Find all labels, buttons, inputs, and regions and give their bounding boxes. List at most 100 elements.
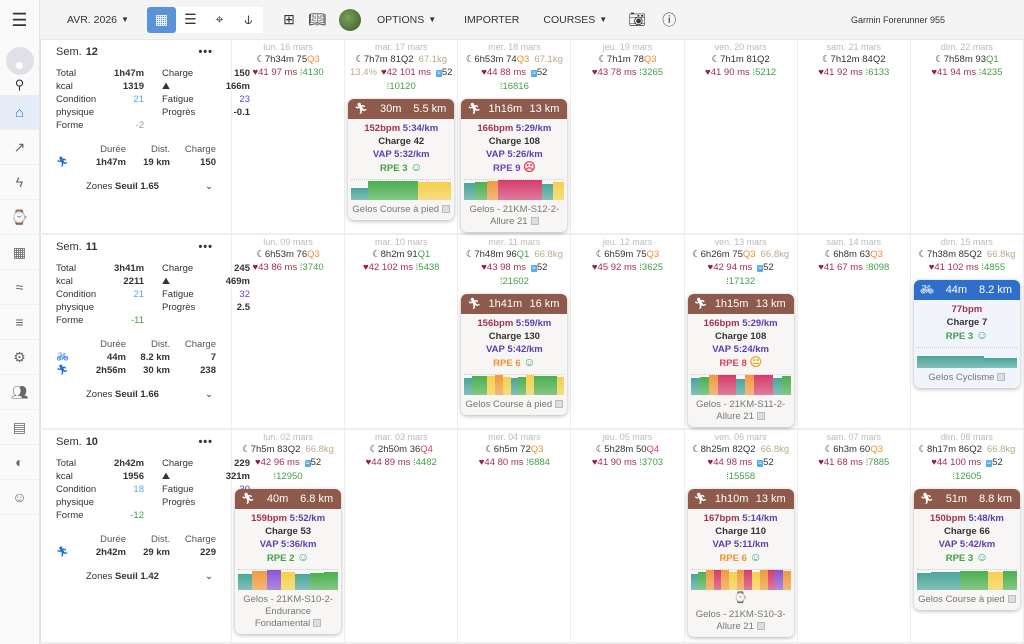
- bolt-icon[interactable]: ϟ: [0, 165, 39, 200]
- day-date: lun. 16 mars: [263, 42, 313, 52]
- day-cell[interactable]: ven. 20 mars ☾7h1m 81Q2 ♥41 90 ms ⁞5212: [685, 40, 798, 233]
- activity-card[interactable]: 🏃︎ 1h41m 16 km 156bpm 5:59/km Charge 130 V…: [461, 294, 568, 415]
- day-cell[interactable]: dim. 22 mars ☾7h58m 93Q1 ♥41 94 ms ⁞4235: [911, 40, 1024, 233]
- home-icon[interactable]: ⌂: [0, 95, 39, 130]
- face-icon[interactable]: ☺: [0, 480, 39, 515]
- zone-segment: [295, 574, 310, 590]
- day-cell[interactable]: lun. 02 mars ☾7h5m 83Q2 66.8kg ♥42 96 ms ≈…: [232, 430, 346, 642]
- list-search-icon[interactable]: ≡: [0, 305, 39, 340]
- map-icon[interactable]: [555, 400, 564, 409]
- chat-icon[interactable]: ▤: [0, 410, 39, 445]
- options-menu[interactable]: OPTIONS ▼: [377, 14, 436, 26]
- steps-value: 15558: [728, 471, 756, 482]
- schedule-icon[interactable]: ▦: [0, 235, 39, 270]
- settings-icon[interactable]: ⚙: [0, 340, 39, 375]
- steps-value: 4130: [302, 67, 324, 78]
- help-icon[interactable]: ⓘ: [662, 11, 677, 28]
- activity-card[interactable]: 🏃︎ 51m 8.8 km 150bpm 5:48/km Charge 66 VAP…: [913, 489, 1020, 610]
- courses-menu[interactable]: COURSES ▼: [543, 14, 607, 26]
- day-cell[interactable]: lun. 16 mars ☾7h34m 75Q3 ♥41 97 ms ⁞4130: [232, 40, 346, 233]
- activity-card[interactable]: 🏃︎ 40m 6.8 km 159bpm 5:52/km Charge 53 VAP…: [235, 489, 342, 634]
- heart-icon: ♥: [818, 67, 824, 78]
- chevron-down-icon[interactable]: ⌄: [205, 181, 213, 192]
- day-cell[interactable]: jeu. 05 mars ☾5h28m 50Q4 ♥41 90 ms ⁞3703: [571, 430, 685, 642]
- activity-card[interactable]: 🚲︎ 44m 8.2 km 77bpm Charge 7 RPE 3 ☺ Gelos…: [913, 280, 1020, 388]
- day-cell[interactable]: lun. 09 mars ☾6h53m 76Q3 ♥43 86 ms ⁞3740: [232, 235, 346, 428]
- activity-name[interactable]: Gelos - 21KM-S11-2-Allure 21: [696, 399, 786, 422]
- day-cell[interactable]: mar. 17 mars ☾7h7m 81Q2 67.1kg 13.4% ♥42 1…: [345, 40, 459, 233]
- map-icon[interactable]: [997, 373, 1006, 382]
- day-cell[interactable]: mer. 11 mars ☾7h48m 96Q1 66.8kg ♥43 98 ms…: [458, 235, 572, 428]
- forme-value: -11: [130, 315, 144, 326]
- activity-card[interactable]: 🏃︎ 1h16m 13 km 166bpm 5:29/km Charge 108 V…: [461, 99, 568, 232]
- activity-name[interactable]: Gelos Course à pied: [465, 399, 553, 410]
- group-icon[interactable]: 👥︎: [0, 375, 39, 410]
- grid-view-icon[interactable]: ▦: [146, 6, 176, 33]
- profile-photo[interactable]: [338, 8, 361, 31]
- chevron-down-icon[interactable]: ⌄: [205, 389, 213, 400]
- list-view-icon[interactable]: ☰: [184, 11, 197, 27]
- activity-name[interactable]: Gelos - 21KM-S10-3-Allure 21: [695, 609, 786, 632]
- more-icon[interactable]: •••: [198, 241, 213, 253]
- avg-pace: 5:48/km: [968, 513, 1004, 524]
- day-cell[interactable]: ven. 06 mars ☾8h25m 82Q2 66.8kg ♥44 98 ms…: [685, 430, 798, 642]
- camera-icon[interactable]: 📷︎: [628, 11, 647, 27]
- activity-card[interactable]: 🏃︎ 1h15m 13 km 166bpm 5:29/km Charge 108 V…: [687, 294, 794, 427]
- activity-name[interactable]: Gelos - 21KM-S10-2-Endurance Fondamental: [243, 594, 333, 629]
- menu-icon[interactable]: ☰: [11, 9, 28, 30]
- sleep-score: 63: [859, 249, 871, 260]
- day-cell[interactable]: jeu. 12 mars ☾6h59m 75Q3 ♥45 92 ms ⁞3625: [571, 235, 685, 428]
- map-icon[interactable]: [756, 412, 765, 421]
- heart-icon: ♥: [591, 262, 598, 273]
- book-icon[interactable]: 📖︎: [308, 11, 326, 27]
- day-cell[interactable]: mer. 18 mars ☾6h53m 74Q3 67.1kg ♥44 88 ms…: [458, 40, 572, 233]
- day-cell[interactable]: sam. 14 mars ☾6h8m 63Q3 ♥41 67 ms ⁞8098: [798, 235, 911, 428]
- stress-value: 52: [763, 457, 774, 468]
- more-icon[interactable]: •••: [198, 436, 213, 448]
- day-cell[interactable]: sam. 07 mars ☾6h3m 60Q3 ♥41 68 ms ⁞7885: [798, 430, 911, 642]
- mood-happy-icon: ☺: [975, 328, 989, 342]
- add-calendar-icon[interactable]: ⊞: [283, 11, 295, 27]
- day-cell[interactable]: dim. 15 mars ☾7h38m 85Q2 66.8kg ♥41 102 m…: [911, 235, 1024, 428]
- bike-icon: 🚲︎: [919, 283, 934, 296]
- route-icon[interactable]: ⫝: [244, 11, 253, 27]
- activity-name[interactable]: Gelos Course à pied: [918, 594, 1005, 605]
- day-cell[interactable]: dim. 08 mars ☾8h17m 86Q2 66.8kg ♥44 100 m…: [911, 430, 1024, 642]
- month-selector[interactable]: AVR. 2026 ▼: [67, 14, 129, 26]
- zones-toggle[interactable]: Zones Seuil 1.65 ⌄: [86, 181, 213, 192]
- stats-icon[interactable]: ≈: [0, 270, 39, 305]
- map-icon[interactable]: [530, 217, 539, 226]
- day-cell[interactable]: mar. 10 mars ☾8h2m 91Q1 ♥42 102 ms ⁞5438: [345, 235, 459, 428]
- steps-icon: ⁞: [981, 262, 984, 273]
- map-icon[interactable]: [1007, 595, 1016, 604]
- day-cell[interactable]: mar. 03 mars ☾2h50m 36Q4 ♥44 89 ms ⁞4482: [345, 430, 459, 642]
- trending-icon[interactable]: ↗: [0, 130, 39, 165]
- day-cell[interactable]: ven. 13 mars ☾6h26m 75Q3 66.8kg ♥42 94 ms…: [685, 235, 798, 428]
- more-icon[interactable]: •••: [198, 46, 213, 58]
- kcal-value: 1319: [122, 81, 144, 92]
- zone-segment: [497, 180, 509, 200]
- zones-toggle[interactable]: Zones Seuil 1.66 ⌄: [86, 389, 213, 400]
- map-icon[interactable]: [442, 205, 451, 214]
- activity-card[interactable]: 🏃︎ 1h10m 13 km 167bpm 5:14/km Charge 110 V…: [687, 489, 794, 637]
- map-icon[interactable]: [756, 622, 765, 631]
- activity-card[interactable]: 🏃︎ 30m 5.5 km 152bpm 5:34/km Charge 42 VAP…: [348, 99, 455, 220]
- map-icon[interactable]: [313, 619, 322, 628]
- activity-name[interactable]: Gelos Cyclisme: [928, 372, 995, 383]
- day-cell[interactable]: jeu. 19 mars ☾7h1m 78Q3 ♥43 78 ms ⁞3265: [571, 40, 685, 233]
- watch-icon[interactable]: ⌚: [0, 200, 39, 235]
- activity-distance: 13 km: [755, 492, 786, 505]
- moon-icon: ☾: [935, 54, 944, 65]
- chevron-down-icon[interactable]: ⌄: [205, 571, 213, 582]
- discord-icon[interactable]: ◐: [0, 445, 39, 480]
- activity-name[interactable]: Gelos - 21KM-S12-2-Allure 21: [469, 204, 560, 227]
- day-cell[interactable]: mer. 04 mars ☾6h5m 72Q3 ♥44 80 ms ⁞6884: [458, 430, 572, 642]
- search-icon[interactable]: ⚲: [14, 77, 25, 92]
- day-cell[interactable]: sam. 21 mars ☾7h12m 84Q2 ♥41 92 ms ⁞6133: [798, 40, 911, 233]
- zones-toggle[interactable]: Zones Seuil 1.42 ⌄: [86, 571, 213, 582]
- target-icon[interactable]: ⌖: [215, 11, 224, 27]
- import-button[interactable]: IMPORTER: [464, 14, 519, 26]
- user-avatar[interactable]: ●: [5, 47, 34, 75]
- stat-label: physique: [56, 107, 95, 118]
- activity-name[interactable]: Gelos Course à pied: [352, 204, 440, 215]
